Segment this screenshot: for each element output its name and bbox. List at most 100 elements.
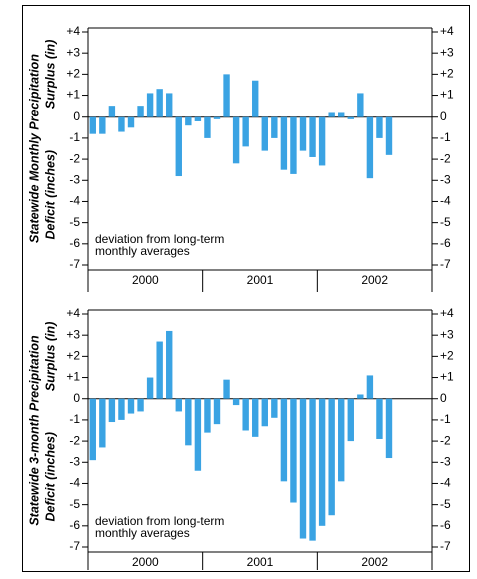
y-tick-label: +3: [66, 45, 80, 59]
bar: [137, 398, 144, 412]
y2-tick-label: -6: [440, 518, 451, 532]
bar: [185, 398, 192, 446]
bar: [204, 398, 211, 433]
x-tick-label: 2000: [132, 555, 159, 569]
y-tick-label: 0: [73, 109, 80, 123]
y2-tick-label: 0: [440, 391, 447, 405]
x-tick-label: 2001: [247, 273, 274, 287]
bar: [385, 398, 393, 459]
bar: [232, 116, 240, 164]
bar: [242, 116, 249, 147]
y2-tick-label: -3: [440, 454, 451, 468]
bar: [194, 398, 202, 471]
bar: [99, 116, 106, 134]
y-tick-label: -4: [69, 476, 80, 490]
bar: [223, 74, 230, 117]
bar: [213, 116, 221, 119]
y-tick-label: -5: [69, 215, 80, 229]
y2-tick-label: -6: [440, 236, 451, 250]
deficit-label: Deficit (inches): [43, 150, 57, 240]
bar: [108, 398, 116, 423]
bar: [328, 112, 335, 117]
y-tick-label: +1: [66, 88, 80, 102]
x-tick-label: 2001: [247, 555, 274, 569]
bar: [175, 398, 182, 412]
bar: [347, 398, 354, 442]
y-tick-label: +2: [66, 67, 80, 81]
x-tick-label: 2002: [361, 555, 388, 569]
y2-tick-label: -5: [440, 497, 451, 511]
bar: [213, 398, 221, 425]
bar: [338, 398, 345, 482]
bar: [166, 330, 173, 399]
bar: [366, 375, 374, 399]
bar: [137, 106, 144, 117]
bar: [89, 116, 96, 134]
y-tick-label: -1: [69, 130, 80, 144]
y-axis-title: Statewide Monthly Precipitation: [27, 54, 41, 243]
bar: [290, 116, 297, 174]
deficit-label: Deficit (inches): [43, 432, 57, 522]
bar: [252, 398, 259, 437]
bar: [204, 116, 211, 138]
bar: [280, 398, 288, 482]
y-tick-label: 0: [73, 391, 80, 405]
y2-tick-label: +3: [440, 327, 454, 341]
y2-tick-label: 0: [440, 109, 447, 123]
bar: [118, 398, 125, 420]
bar: [318, 398, 326, 526]
bar: [175, 116, 182, 177]
y2-tick-label: -5: [440, 215, 451, 229]
y-tick-label: -1: [69, 412, 80, 426]
y-tick-label: -3: [69, 454, 80, 468]
bar: [99, 398, 106, 448]
bar: [252, 80, 259, 117]
y2-tick-label: -7: [440, 257, 451, 271]
y-tick-label: +4: [66, 306, 80, 320]
y-tick-label: -7: [69, 539, 80, 553]
y2-tick-label: -2: [440, 151, 451, 165]
bar: [357, 93, 364, 117]
bar: [318, 116, 326, 166]
y-tick-label: +3: [66, 327, 80, 341]
bar: [366, 116, 374, 179]
y-tick-label: -7: [69, 257, 80, 271]
bar: [280, 116, 288, 170]
surplus-label: Surplus (in): [43, 40, 57, 109]
bar: [127, 116, 135, 128]
y-tick-label: +4: [66, 24, 80, 38]
bar: [89, 398, 96, 461]
y2-tick-label: -4: [440, 194, 451, 208]
y-tick-label: -2: [69, 151, 80, 165]
bar: [261, 116, 268, 151]
bar: [127, 398, 135, 414]
y2-tick-label: -4: [440, 476, 451, 490]
y-tick-label: -4: [69, 194, 80, 208]
bar: [118, 116, 125, 132]
bar: [232, 398, 240, 406]
bar: [328, 398, 335, 516]
bar: [357, 394, 364, 399]
annotation: deviation from long-term: [95, 232, 224, 246]
bar: [223, 379, 230, 399]
bar: [185, 116, 192, 126]
y2-tick-label: -1: [440, 130, 451, 144]
bar: [261, 398, 268, 427]
bar: [347, 116, 354, 119]
bar: [309, 116, 316, 157]
y-tick-label: -6: [69, 518, 80, 532]
bar: [146, 93, 154, 117]
y2-tick-label: +2: [440, 349, 454, 363]
bar: [108, 106, 116, 117]
y2-tick-label: +3: [440, 45, 454, 59]
annotation: monthly averages: [95, 244, 190, 258]
bar: [271, 398, 278, 418]
bar: [299, 116, 307, 151]
y-tick-label: -3: [69, 172, 80, 186]
y-tick-label: +1: [66, 370, 80, 384]
y2-tick-label: +2: [440, 67, 454, 81]
bar: [376, 116, 383, 138]
y2-tick-label: -2: [440, 433, 451, 447]
y2-tick-label: +1: [440, 88, 454, 102]
